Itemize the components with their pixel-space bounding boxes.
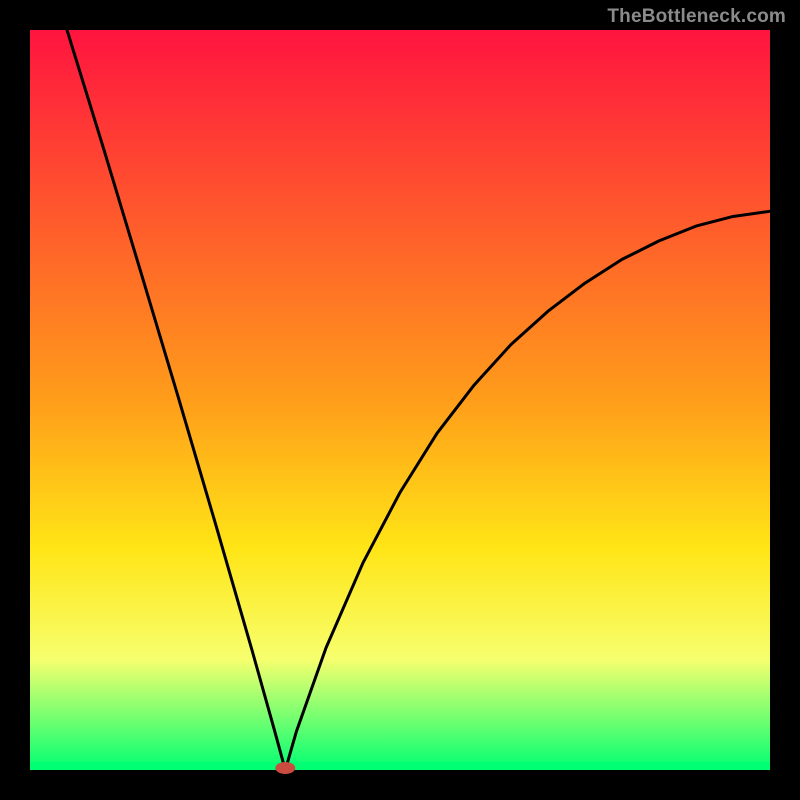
minimum-marker (275, 762, 295, 774)
bottleneck-curve (67, 30, 770, 770)
chart-plot-area (30, 30, 770, 770)
chart-svg (30, 30, 770, 770)
watermark-text: TheBottleneck.com (607, 6, 786, 28)
